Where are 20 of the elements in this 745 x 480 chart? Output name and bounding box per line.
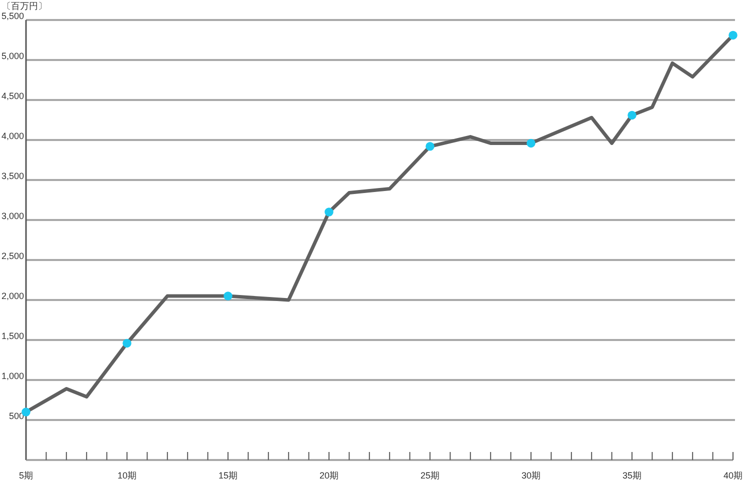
y-tick-label: 3,000	[1, 211, 24, 222]
x-tick-label: 20期	[319, 470, 339, 480]
y-tick-label: 1,500	[1, 331, 24, 342]
y-tick-label: 500	[8, 411, 24, 422]
x-tick-label: 30期	[521, 470, 541, 480]
y-tick-label: 4,500	[1, 91, 24, 102]
y-tick-label: 2,000	[1, 291, 24, 302]
x-tick-label: 5期	[18, 470, 34, 480]
y-axis-title: 〔百万円〕	[2, 1, 47, 12]
y-tick-label: 5,500	[1, 11, 24, 22]
y-tick-label: 1,000	[1, 371, 24, 382]
y-tick-label: 2,500	[1, 251, 24, 262]
x-tick-label: 25期	[420, 470, 440, 480]
y-tick-label: 4,000	[1, 131, 24, 142]
y-tick-label: 3,500	[1, 171, 24, 182]
x-tick-label: 15期	[218, 470, 238, 480]
x-tick-label: 40期	[723, 470, 743, 480]
x-tick-label: 10期	[117, 470, 137, 480]
y-tick-label: 5,000	[1, 51, 24, 62]
x-tick-label: 35期	[622, 470, 642, 480]
